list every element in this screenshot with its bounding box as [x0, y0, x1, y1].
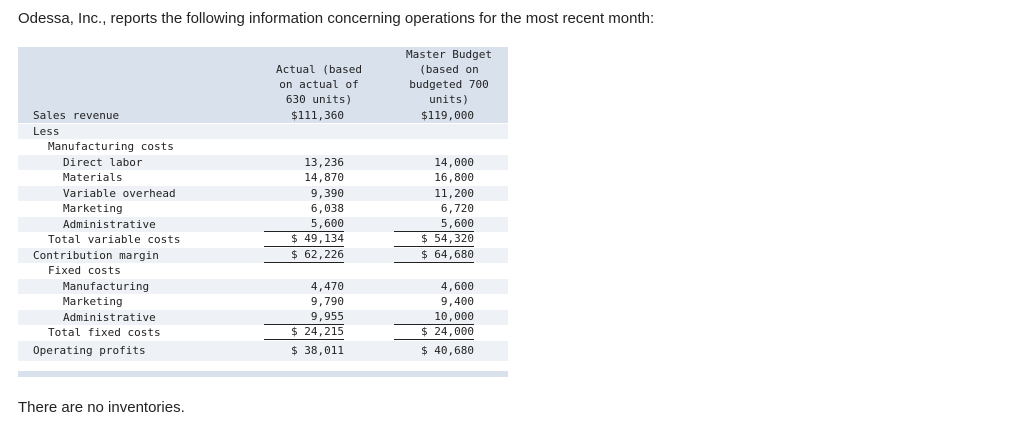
- row-marketing-variable: Marketing 6,038 6,720: [63, 202, 474, 215]
- footnote: There are no inventories.: [18, 399, 185, 416]
- row-administrative-fixed: Administrative 9,955 10,000: [18, 309, 508, 325]
- table-bottom-bar: [18, 370, 508, 377]
- row-variable-overhead: Variable overhead 9,390 11,200: [18, 185, 508, 201]
- row-fixed-costs: Fixed costs: [48, 264, 121, 277]
- row-manufacturing-costs: Manufacturing costs: [48, 140, 174, 153]
- row-total-variable-costs: Total variable costs $ 49,134 $ 54,320: [48, 232, 474, 247]
- row-manufacturing-fixed: Manufacturing 4,470 4,600: [18, 278, 508, 294]
- intro-text: Odessa, Inc., reports the following info…: [18, 10, 655, 27]
- income-statement-table: Actual (based on actual of 630 units) Ma…: [18, 47, 508, 377]
- row-direct-labor: Direct labor 13,236 14,000: [18, 154, 508, 170]
- row-total-fixed-costs: Total fixed costs $ 24,215 $ 24,000: [48, 325, 474, 340]
- row-materials: Materials 14,870 16,800: [63, 171, 474, 184]
- row-administrative-variable: Administrative 5,600 5,600: [18, 216, 508, 232]
- budget-column-header: Master Budget (based on budgeted 700 uni…: [405, 48, 493, 106]
- actual-column-header: Actual (based on actual of 630 units): [275, 63, 363, 106]
- table-header: Actual (based on actual of 630 units) Ma…: [18, 47, 508, 123]
- row-less: Less: [18, 123, 508, 139]
- row-sales-revenue: Sales revenue $111,360 $119,000: [33, 109, 474, 122]
- row-operating-profits: Operating profits $ 38,011 $ 40,680: [18, 340, 508, 361]
- row-contribution-margin: Contribution margin $ 62,226 $ 64,680: [18, 247, 508, 263]
- row-marketing-fixed: Marketing 9,790 9,400: [63, 295, 474, 308]
